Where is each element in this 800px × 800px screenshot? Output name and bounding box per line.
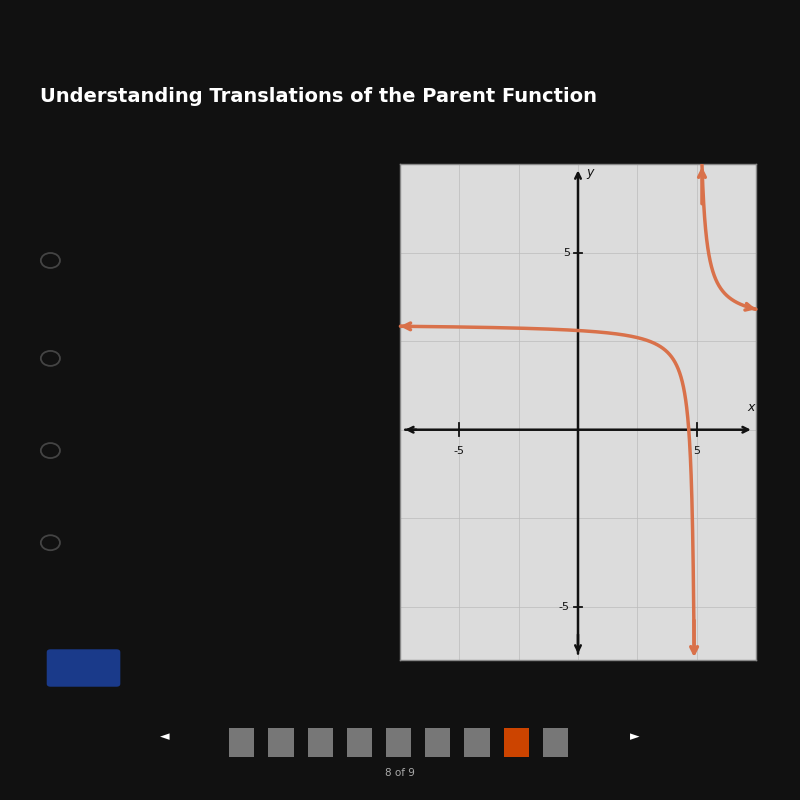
Text: $\mathbf{y} =$: $\mathbf{y} =$ <box>80 434 102 447</box>
Bar <box>347 728 372 757</box>
Text: 1: 1 <box>124 326 132 338</box>
Text: +3: +3 <box>168 527 186 541</box>
Point <box>94 350 103 360</box>
Point <box>94 253 103 262</box>
Bar <box>464 728 490 757</box>
Text: DONE  ✓: DONE ✓ <box>59 662 108 673</box>
Point <box>152 253 162 262</box>
Point <box>152 443 162 453</box>
Text: -5: -5 <box>454 446 465 456</box>
Bar <box>386 728 411 757</box>
Text: 5: 5 <box>693 446 700 456</box>
Text: 1: 1 <box>124 227 132 240</box>
Text: y: y <box>586 166 594 178</box>
Text: $\mathbf{y} =$: $\mathbf{y} =$ <box>80 526 102 539</box>
Text: 5: 5 <box>562 247 570 258</box>
Text: Consider the graph below.: Consider the graph below. <box>400 146 555 158</box>
Text: 1: 1 <box>124 510 132 522</box>
Point <box>94 535 103 545</box>
Bar <box>229 728 254 757</box>
Bar <box>426 728 450 757</box>
Text: 8 of 9: 8 of 9 <box>385 768 415 778</box>
Text: (x+3): (x+3) <box>110 261 146 274</box>
Text: (x−3): (x−3) <box>110 358 146 371</box>
Text: 1: 1 <box>124 418 132 430</box>
Text: x: x <box>747 401 755 414</box>
Bar <box>268 728 294 757</box>
Text: by the graph?: by the graph? <box>54 186 137 198</box>
Bar <box>504 728 529 757</box>
Text: $\mathbf{y} =$: $\mathbf{y} =$ <box>80 341 102 355</box>
Text: ►: ► <box>630 730 640 743</box>
Text: ◄: ◄ <box>160 730 170 743</box>
Text: $\mathbf{y} =$: $\mathbf{y} =$ <box>80 243 102 258</box>
Point <box>152 535 162 545</box>
Point <box>152 350 162 360</box>
Text: Which of the following is the function represented: Which of the following is the function r… <box>54 146 350 158</box>
Text: −3: −3 <box>168 435 186 449</box>
Bar <box>307 728 333 757</box>
Text: (x+5): (x+5) <box>110 450 146 463</box>
Point <box>94 443 103 453</box>
Text: (x−5): (x−5) <box>110 542 146 556</box>
Text: −5: −5 <box>168 246 186 258</box>
Text: Understanding Translations of the Parent Function: Understanding Translations of the Parent… <box>40 87 597 106</box>
FancyBboxPatch shape <box>46 650 120 686</box>
Text: +5: +5 <box>168 343 186 356</box>
Bar <box>542 728 568 757</box>
Text: -5: -5 <box>558 602 570 612</box>
